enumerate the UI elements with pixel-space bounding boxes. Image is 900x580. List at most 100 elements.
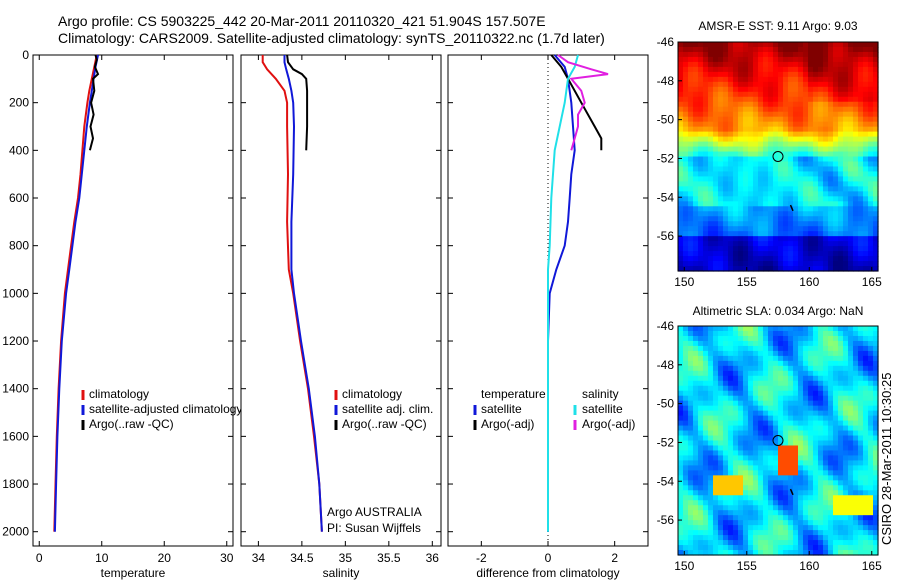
heatmap-cell	[793, 201, 799, 207]
heatmap-cell	[683, 430, 689, 437]
heatmap-cell	[693, 216, 699, 222]
heatmap-cell	[808, 480, 814, 486]
heatmap-cell	[773, 385, 779, 392]
heatmap-cell	[803, 355, 809, 362]
heatmap-cell	[738, 500, 744, 506]
heatmap-cell	[863, 171, 869, 178]
heatmap-cell	[863, 370, 869, 377]
heatmap-cell	[768, 266, 774, 272]
heatmap-cell	[858, 540, 864, 546]
heatmap-cell	[778, 550, 784, 556]
heatmap-cell	[723, 166, 729, 173]
heatmap-cell	[813, 176, 819, 182]
heatmap-cell	[873, 246, 879, 252]
heatmap-cell	[698, 91, 704, 98]
heatmap-cell	[793, 76, 799, 83]
heatmap-cell	[723, 450, 729, 457]
heatmap-cell	[818, 221, 824, 227]
heatmap-cell	[713, 440, 719, 447]
heatmap-cell	[683, 515, 689, 521]
heatmap-cell	[818, 455, 824, 462]
heatmap-cell	[698, 450, 704, 457]
heatmap-cell	[863, 365, 869, 372]
heatmap-cell	[858, 42, 864, 48]
heatmap-cell	[773, 355, 779, 362]
heatmap-cell	[758, 485, 764, 491]
heatmap-cell	[818, 236, 824, 242]
heatmap-cell	[768, 71, 774, 78]
heatmap-cell	[758, 46, 764, 53]
heatmap-cell	[688, 460, 694, 466]
heatmap-cell	[808, 390, 814, 397]
series-argo-raw-qc-	[88, 54, 100, 151]
heatmap-cell	[783, 156, 789, 163]
heatmap-cell	[703, 470, 709, 476]
heatmap-cell	[748, 61, 754, 68]
heatmap-cell	[698, 505, 704, 511]
heatmap-cell	[858, 186, 864, 192]
heatmap-cell	[863, 256, 869, 262]
heatmap-cell	[763, 231, 769, 237]
heatmap-cell	[808, 46, 814, 53]
heatmap-cell	[688, 191, 694, 197]
heatmap-cell	[793, 380, 799, 387]
heatmap-cell	[813, 510, 819, 516]
heatmap-cell	[803, 66, 809, 73]
heatmap-cell	[793, 465, 799, 471]
series-salinity-satellite	[547, 54, 579, 532]
heatmap-cell	[728, 535, 734, 541]
heatmap-cell	[738, 495, 744, 501]
heatmap-cell	[788, 151, 794, 158]
heatmap-cell	[723, 365, 729, 372]
heatmap-cell	[853, 211, 859, 217]
heatmap-cell	[853, 251, 859, 257]
heatmap-cell	[813, 251, 819, 257]
heatmap-cell	[743, 251, 749, 257]
heatmap-cell	[838, 410, 844, 417]
heatmap-cell	[833, 71, 839, 78]
heatmap-cell	[868, 66, 874, 73]
heatmap-cell	[773, 450, 779, 457]
heatmap-cell	[698, 42, 704, 48]
heatmap-cell	[823, 435, 829, 442]
heatmap-cell	[848, 370, 854, 377]
heatmap-cell	[758, 530, 764, 536]
heatmap-cell	[793, 420, 799, 427]
heatmap-cell	[798, 96, 804, 103]
heatmap-cell	[783, 430, 789, 437]
heatmap-cell	[678, 510, 684, 516]
heatmap-cell	[723, 136, 729, 143]
heatmap-cell	[753, 445, 759, 452]
heatmap-cell	[758, 440, 764, 447]
heatmap-cell	[828, 116, 834, 123]
heatmap-cell	[783, 91, 789, 98]
heatmap-cell	[718, 525, 724, 531]
heatmap-cell	[728, 126, 734, 133]
heatmap-cell	[693, 390, 699, 397]
heatmap-cell	[798, 171, 804, 178]
heatmap-cell	[783, 136, 789, 143]
heatmap-cell	[793, 415, 799, 422]
heatmap-cell	[813, 236, 819, 242]
heatmap-cell	[723, 161, 729, 168]
heatmap-cell	[778, 146, 784, 153]
heatmap-cell	[703, 485, 709, 491]
heatmap-cell	[858, 66, 864, 73]
heatmap-cell	[808, 81, 814, 88]
heatmap-cell	[793, 345, 799, 352]
y-tick-label: 1200	[2, 334, 29, 348]
heatmap-cell	[783, 330, 789, 337]
heatmap-cell	[728, 510, 734, 516]
heatmap-cell	[693, 355, 699, 362]
heatmap-cell	[823, 96, 829, 103]
heatmap-cell	[808, 335, 814, 342]
heatmap-cell	[833, 121, 839, 128]
heatmap-cell	[788, 191, 794, 197]
heatmap-cell	[868, 191, 874, 197]
heatmap-cell	[863, 460, 869, 466]
heatmap-cell	[773, 236, 779, 242]
heatmap-cell	[708, 480, 714, 486]
heatmap-cell	[698, 51, 704, 58]
heatmap-cell	[758, 91, 764, 98]
heatmap-cell	[773, 91, 779, 98]
